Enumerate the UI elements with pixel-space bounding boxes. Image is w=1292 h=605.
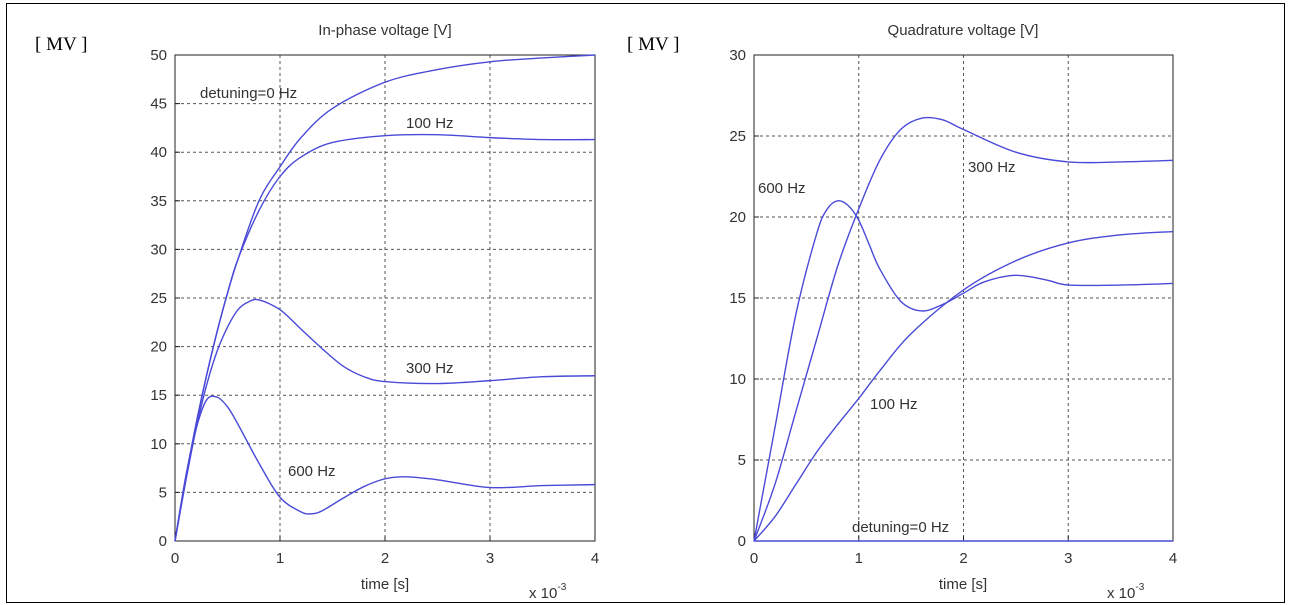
right-series-600-hz: [753, 200, 1174, 542]
left-y-tick-label-3: 15: [150, 387, 167, 404]
left-y-tick-label-0: 0: [159, 533, 167, 550]
right-y-tick-label-2: 10: [729, 371, 746, 388]
left-x-tick-label-4: 4: [591, 550, 599, 567]
right-y-tick-label-1: 5: [738, 452, 746, 469]
left-unit-label: [ MV ]: [35, 34, 87, 55]
right-x-tick-label-4: 4: [1169, 550, 1177, 567]
right-y-tick-label-0: 0: [738, 533, 746, 550]
left-series-300-hz: [174, 298, 596, 542]
right-x-axis-label: time [s]: [939, 576, 987, 593]
right-series-300-hz: [753, 116, 1174, 542]
left-y-tick-label-7: 35: [150, 193, 167, 210]
right-x-tick-label-1: 1: [855, 550, 863, 567]
left-y-tick-label-10: 50: [150, 47, 167, 64]
right-unit-label: [ MV ]: [627, 34, 679, 55]
left-x-axis-label: time [s]: [361, 576, 409, 593]
left-x-tick-label-0: 0: [171, 550, 179, 567]
left-annotation-3: 600 Hz: [288, 463, 336, 480]
figure-frame: [6, 3, 1285, 603]
right-y-tick-label-4: 20: [729, 209, 746, 226]
left-annotation-0: detuning=0 Hz: [200, 85, 297, 102]
right-y-tick-label-5: 25: [729, 128, 746, 145]
right-x-tick-label-2: 2: [959, 550, 967, 567]
right-annotation-1: 300 Hz: [968, 159, 1016, 176]
left-x-tick-label-3: 3: [486, 550, 494, 567]
left-y-tick-label-5: 25: [150, 290, 167, 307]
left-y-tick-label-8: 40: [150, 144, 167, 161]
left-x-tick-label-2: 2: [381, 550, 389, 567]
left-annotation-2: 300 Hz: [406, 360, 454, 377]
right-x-multiplier: x 10-3: [1107, 582, 1145, 602]
left-y-tick-label-4: 20: [150, 339, 167, 356]
left-annotation-1: 100 Hz: [406, 115, 454, 132]
right-x-tick-label-0: 0: [750, 550, 758, 567]
left-x-tick-label-1: 1: [276, 550, 284, 567]
right-series-100-hz: [753, 230, 1174, 542]
right-y-tick-label-3: 15: [729, 290, 746, 307]
left-y-tick-label-6: 30: [150, 241, 167, 258]
left-x-multiplier: x 10-3: [529, 582, 567, 602]
right-annotation-2: 100 Hz: [870, 396, 918, 413]
left-y-tick-label-2: 10: [150, 436, 167, 453]
right-annotation-0: 600 Hz: [758, 180, 806, 197]
right-annotation-3: detuning=0 Hz: [852, 519, 949, 536]
left-chart-title: In-phase voltage [V]: [318, 22, 451, 39]
right-y-tick-label-6: 30: [729, 47, 746, 64]
right-x-tick-label-3: 3: [1064, 550, 1072, 567]
left-y-tick-label-1: 5: [159, 484, 167, 501]
left-series-600-hz: [174, 395, 596, 542]
left-series-100-hz: [174, 133, 596, 542]
left-y-tick-label-9: 45: [150, 96, 167, 113]
right-chart-title: Quadrature voltage [V]: [888, 22, 1039, 39]
